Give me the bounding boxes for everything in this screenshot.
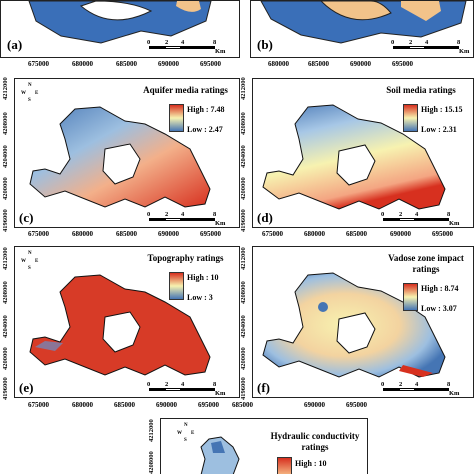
north-arrow-e: N W E S [21, 251, 39, 271]
title-f: Vadose zone impact ratings [388, 253, 464, 274]
map-panel-e: N W E S Topography ratings High : 10 Low… [14, 246, 240, 398]
title-e: Topography ratings [147, 253, 224, 263]
panel-label-e: (e) [19, 380, 34, 395]
map-b [260, 1, 467, 44]
map-panel-d: Soil media ratings High : 15.15 Low : 2.… [252, 78, 474, 228]
map-d [262, 104, 446, 210]
panel-label-f: (f) [257, 380, 270, 395]
panel-label-a: (a) [7, 37, 23, 52]
legend-bar-e [169, 272, 184, 300]
map-panel-g: N W E S Hydraulic conductivity ratings H… [160, 418, 368, 474]
map-panel-f: Vadose zone impact ratings High : 8.74 L… [252, 246, 474, 398]
map-e [29, 274, 211, 376]
legend-high-d: High : 15.15 [421, 105, 463, 114]
legend-high-c: High : 7.48 [187, 105, 225, 114]
panel-label-b: (b) [257, 37, 273, 52]
north-arrow-c: N W E S [21, 83, 39, 103]
map-a [28, 1, 212, 44]
legend-bar-c [169, 104, 184, 132]
title-d: Soil media ratings [386, 85, 456, 95]
map-c [29, 106, 211, 208]
legend-low-f: Low : 3.07 [421, 304, 457, 313]
legend-high-f: High : 8.74 [421, 284, 459, 293]
legend-bar-f [403, 283, 418, 311]
map-g [200, 436, 240, 474]
title-c: Aquifer media ratings [143, 85, 228, 95]
legend-low-d: Low : 2.31 [421, 125, 457, 134]
title-g: Hydraulic conductivity ratings [270, 431, 360, 452]
legend-bar-d [403, 104, 418, 132]
north-arrow-g: N W E S [177, 423, 195, 443]
map-f [262, 272, 446, 378]
legend-low-c: Low : 2.47 [187, 125, 223, 134]
legend-bar-g [277, 457, 292, 474]
legend-high-e: High : 10 [187, 273, 219, 282]
legend-low-e: Low : 3 [187, 293, 213, 302]
panel-label-c: (c) [19, 210, 34, 225]
legend-high-g: High : 10 [295, 459, 327, 468]
panel-label-d: (d) [257, 210, 273, 225]
map-panel-c: N W E S Aquifer media ratings High : 7.4… [14, 78, 240, 228]
